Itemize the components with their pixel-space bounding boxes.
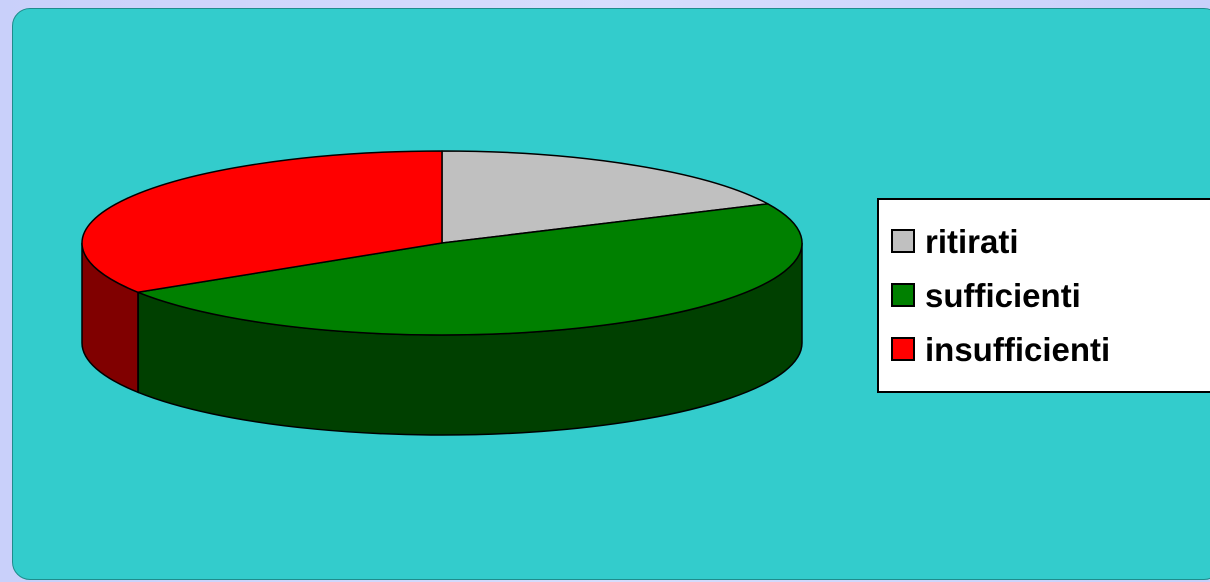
legend-item-sufficienti: sufficienti: [891, 268, 1210, 322]
pie-slice-insufficienti: [81, 150, 443, 294]
chart-legend: ritirati sufficienti insufficienti: [877, 198, 1210, 393]
pie-slice-ritirati: [441, 150, 769, 244]
legend-swatch-ritirati: [891, 229, 915, 253]
legend-item-ritirati: ritirati: [891, 214, 1210, 268]
legend-swatch-sufficienti: [891, 283, 915, 307]
legend-label-insufficienti: insufficienti: [925, 330, 1111, 368]
legend-label-ritirati: ritirati: [925, 222, 1019, 260]
legend-label-sufficienti: sufficienti: [925, 276, 1081, 314]
legend-swatch-insufficienti: [891, 337, 915, 361]
legend-item-insufficienti: insufficienti: [891, 322, 1210, 376]
pie-slice-sufficienti: [137, 203, 803, 336]
